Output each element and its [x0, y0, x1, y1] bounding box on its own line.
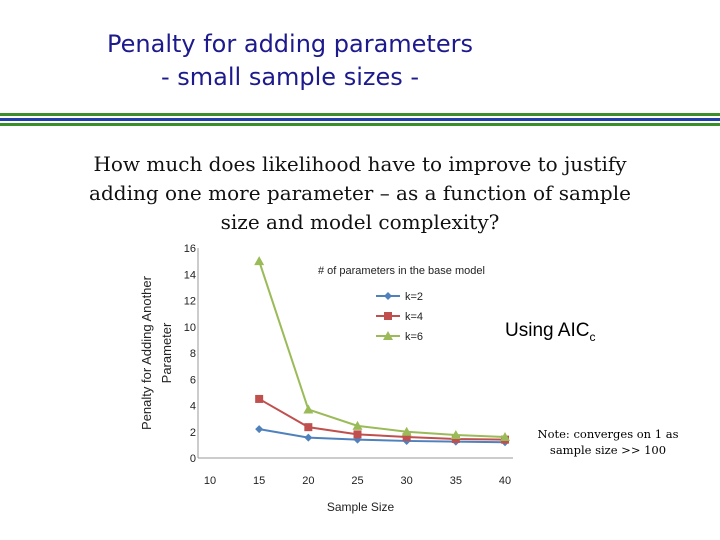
- y-tick-label: 14: [184, 269, 196, 281]
- y-tick-label: 4: [190, 401, 196, 413]
- divider-blue: [0, 118, 720, 121]
- convergence-note: Note: converges on 1 as sample size >> 1…: [528, 426, 688, 458]
- x-axis-title: Sample Size: [327, 500, 395, 514]
- y-axis-title-line: Parameter: [159, 322, 174, 383]
- chart-axes: [197, 248, 513, 459]
- data-point-k=6: [254, 256, 265, 266]
- method-label: Using AICc: [505, 320, 595, 344]
- y-tick-label: 0: [190, 453, 196, 465]
- data-point-k=6: [500, 432, 510, 441]
- data-point-k=6: [303, 404, 314, 414]
- slide-title-line-1: Penalty for adding parameters: [107, 30, 473, 58]
- legend-title: # of parameters in the base model: [318, 265, 485, 277]
- slide-title-line-2: - small sample sizes -: [160, 63, 420, 91]
- x-tick-label: 30: [401, 475, 413, 487]
- x-tick-label: 40: [499, 475, 511, 487]
- note-line: sample size >> 100: [549, 443, 667, 457]
- legend-marker-k=6: [383, 331, 393, 340]
- data-point-k=6: [352, 420, 363, 430]
- y-tick-label: 16: [184, 243, 196, 255]
- series-line-k=4: [258, 398, 506, 441]
- data-point-k=4: [255, 394, 264, 403]
- legend-label-k=4: k=4: [405, 311, 423, 323]
- y-tick-label: 12: [184, 296, 196, 308]
- question-line: How much does likelihood have to improve…: [93, 152, 627, 176]
- question-line: adding one more parameter – as a functio…: [89, 181, 631, 205]
- legend: # of parameters in the base model k=2 k=4 k…: [318, 265, 485, 343]
- data-point-k=2: [304, 433, 313, 442]
- series-line-k=2: [258, 428, 506, 444]
- y-tick-label: 8: [190, 348, 196, 360]
- data-point-k=4: [304, 423, 313, 432]
- legend-marker-k=4: [384, 312, 392, 320]
- y-tick-label: 6: [190, 374, 196, 386]
- tick-labels: 0 2 4 6 8 10 12 14 16 10 15 20 25 30 35 40 Sample Size: [184, 243, 511, 514]
- divider-green-bottom: [0, 123, 720, 126]
- note-line: Note: converges on 1 as: [537, 427, 679, 441]
- x-tick-label: 25: [351, 475, 363, 487]
- legend-label-k=6: k=6: [405, 331, 423, 343]
- legend-marker-k=2: [384, 292, 392, 300]
- legend-label-k=2: k=2: [405, 291, 423, 303]
- data-point-k=6: [450, 430, 461, 440]
- series-line-k=6: [258, 260, 506, 438]
- x-tick-label: 15: [253, 475, 265, 487]
- question-text: How much does likelihood have to improve…: [60, 150, 660, 237]
- divider-green-top: [0, 113, 720, 116]
- data-point-k=4: [353, 430, 362, 439]
- x-tick-label: 20: [302, 475, 314, 487]
- method-label-subscript: c: [589, 329, 596, 344]
- data-point-k=6: [401, 426, 412, 436]
- method-label-text: Using AIC: [505, 320, 590, 341]
- y-axis-title: Penalty for Adding Another Parameter: [139, 275, 174, 430]
- question-line: size and model complexity?: [220, 210, 500, 234]
- series-layer: [254, 256, 510, 447]
- data-point-k=4: [402, 433, 411, 441]
- x-tick-label: 10: [204, 475, 216, 487]
- y-axis-title-line: Penalty for Adding Another: [139, 275, 154, 430]
- y-tick-label: 2: [190, 427, 196, 439]
- x-tick-label: 35: [450, 475, 462, 487]
- data-point-k=2: [255, 425, 264, 434]
- y-tick-label: 10: [184, 322, 196, 334]
